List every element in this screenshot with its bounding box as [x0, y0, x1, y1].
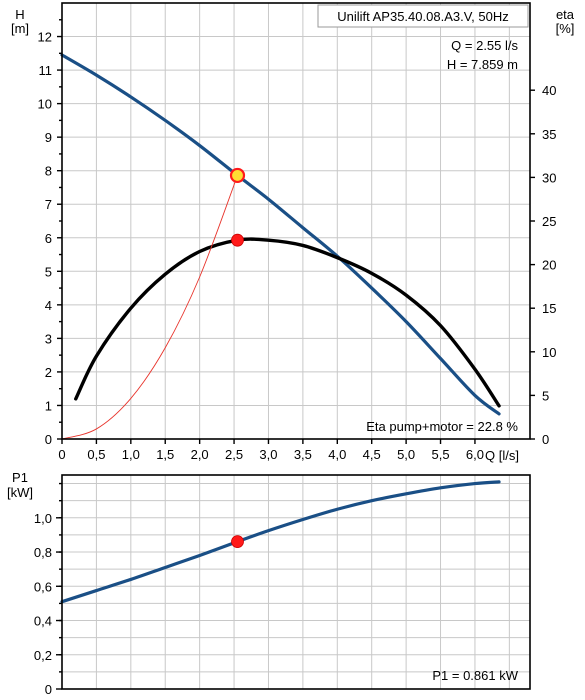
system-curve	[61, 174, 238, 440]
bottom-axis-ticks: 0 0,2 0,4 0,6 0,8 1,0	[34, 482, 62, 697]
power-panel: 0 0,2 0,4 0,6 0,8 1,0 P1 [kW] P1 = 0.861 kW	[7, 470, 531, 697]
pump-label: Unilift AP35.40.08.A3.V, 50Hz	[337, 9, 509, 24]
x-axis-unit: Q [l/s]	[485, 448, 519, 463]
efficiency-curve	[74, 237, 501, 408]
x-tick-label: 6,0	[466, 447, 484, 462]
y-tick-label: 1	[45, 398, 52, 413]
q-readout: Q = 2.55 l/s	[451, 38, 518, 53]
y-tick-label: 8	[45, 164, 52, 179]
x-tick-label: 5,5	[431, 447, 449, 462]
y2-tick-label: 25	[542, 214, 556, 229]
y-tick-label: 3	[45, 331, 52, 346]
x-tick-label: 5,0	[397, 447, 415, 462]
bottom-series-layer	[60, 480, 501, 604]
left-axis-title: H	[15, 7, 24, 22]
x-tick-label: 3,0	[259, 447, 277, 462]
p1-tick-label: 0,6	[34, 579, 52, 594]
top-grid	[62, 3, 530, 439]
y2-tick-label: 30	[542, 170, 556, 185]
right-axis-unit: [%]	[556, 21, 575, 36]
p1-axis-unit: [kW]	[7, 485, 33, 500]
pump-label-box	[317, 4, 529, 28]
p1-axis-title: P1	[12, 470, 28, 485]
eta-readout: Eta pump+motor = 22.8 %	[366, 419, 518, 434]
y-tick-label: 2	[45, 365, 52, 380]
top-plot-frame	[61, 2, 531, 440]
y2-tick-label: 20	[542, 258, 556, 273]
head-efficiency-panel: 0 0,5 1,0 1,5 2,0 2,5 3,0 3,5 4,0 4,5 5,0 5,5 6,0012…	[11, 2, 575, 463]
duty-point-marker	[229, 167, 246, 184]
top-series-layer	[60, 53, 501, 440]
top-axis-ticks: 0 0,5 1,0 1,5 2,0 2,5 3,0 3,5 4,0 4,5 5,0 5,5 6,0012…	[38, 19, 556, 462]
power-curve	[60, 480, 501, 604]
y-tick-label: 0	[45, 432, 52, 447]
y-tick-label: 5	[45, 264, 52, 279]
y-tick-label: 10	[38, 97, 52, 112]
head-curve	[60, 53, 501, 416]
p1-tick-label: 0,8	[34, 545, 52, 560]
x-tick-label: 1,5	[156, 447, 174, 462]
power-point-marker	[231, 535, 244, 548]
p1-tick-label: 0,2	[34, 648, 52, 663]
y2-tick-label: 0	[542, 432, 549, 447]
x-tick-label: 2,0	[191, 447, 209, 462]
x-tick-label: 1,0	[122, 447, 140, 462]
p1-readout: P1 = 0.861 kW	[432, 668, 518, 683]
right-axis-title: eta	[556, 7, 575, 22]
efficiency-point-marker	[231, 233, 244, 247]
h-readout: H = 7.859 m	[447, 57, 518, 72]
y2-tick-label: 15	[542, 301, 556, 316]
y-tick-label: 11	[39, 63, 53, 78]
p1-tick-label: 1,0	[34, 511, 52, 526]
y-tick-label: 4	[45, 298, 52, 313]
bottom-plot-frame	[61, 474, 531, 690]
x-tick-label: 0,5	[87, 447, 105, 462]
y2-tick-label: 10	[542, 345, 556, 360]
p1-tick-label: 0	[45, 682, 52, 697]
y2-tick-label: 35	[542, 127, 556, 142]
y-tick-label: 12	[38, 30, 52, 45]
x-tick-label: 0	[58, 447, 65, 462]
bottom-grid	[62, 475, 530, 689]
x-tick-label: 4,0	[328, 447, 346, 462]
y-tick-label: 7	[45, 197, 52, 212]
y-tick-label: 9	[45, 130, 52, 145]
y2-tick-label: 5	[542, 388, 549, 403]
x-tick-label: 2,5	[225, 447, 243, 462]
y-tick-label: 6	[45, 231, 52, 246]
p1-tick-label: 0,4	[34, 614, 52, 629]
y2-tick-label: 40	[542, 83, 556, 98]
x-tick-label: 3,5	[294, 447, 312, 462]
x-tick-label: 4,5	[363, 447, 381, 462]
left-axis-unit: [m]	[11, 21, 29, 36]
